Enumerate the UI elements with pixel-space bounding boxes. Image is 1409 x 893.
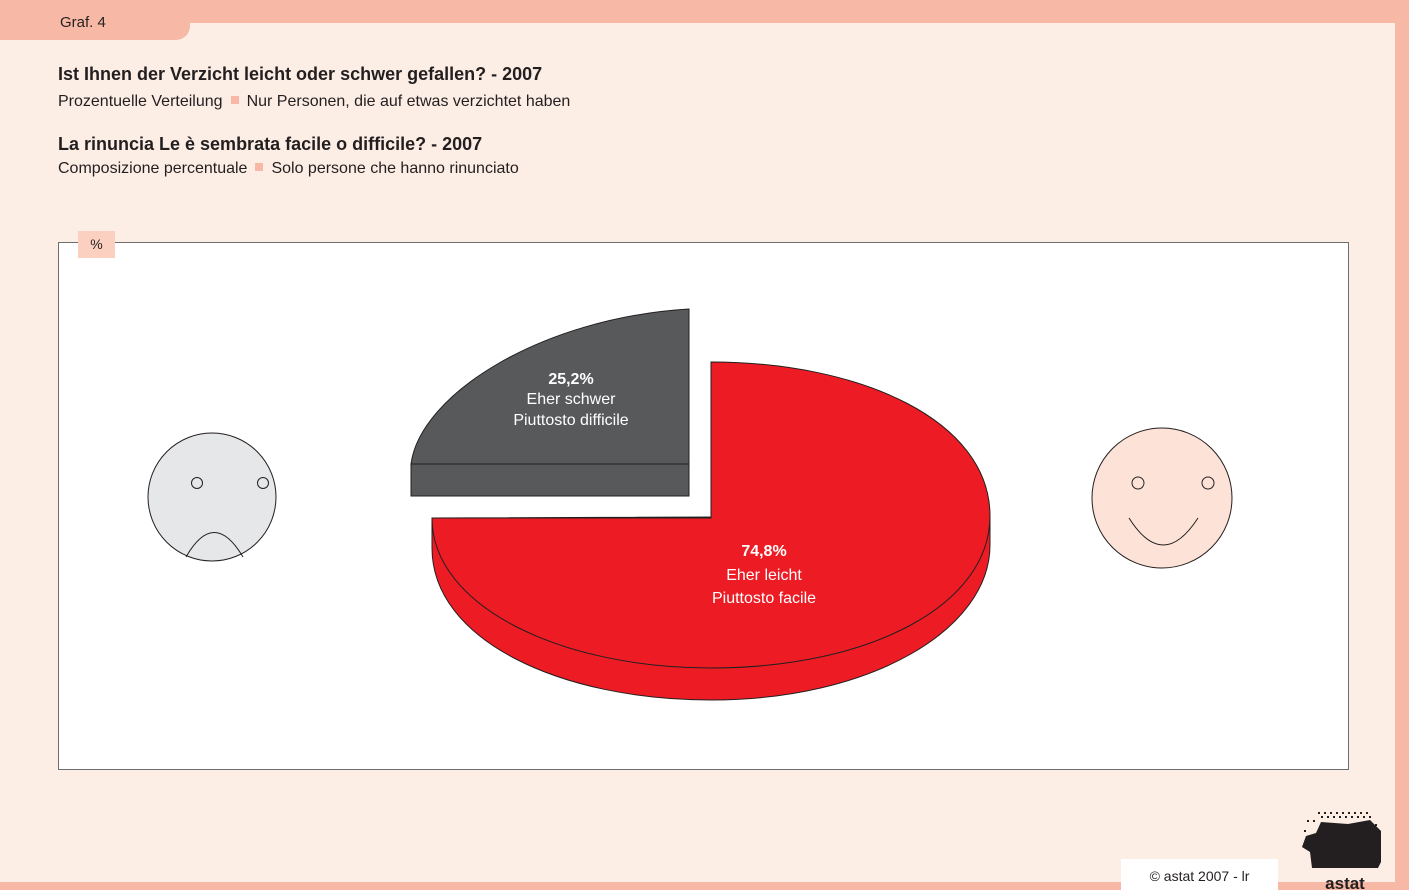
happy-face-icon [1092, 428, 1232, 568]
slice-value-label-easy: 74,8% [741, 543, 786, 560]
slice-name-label-easy-it: Piuttosto facile [712, 590, 816, 607]
slice-name-label-difficult-it: Piuttosto difficile [513, 412, 628, 429]
slice-name-label-easy-de: Eher leicht [726, 567, 802, 584]
slice-name-label-difficult-de: Eher schwer [527, 391, 617, 408]
sad-face-icon [148, 433, 276, 561]
astat-logo: astat [1302, 812, 1381, 890]
slice-value-label-difficult: 25,2% [548, 371, 593, 388]
copyright-label: © astat 2007 - lr [1121, 859, 1278, 890]
logo-text: astat [1325, 874, 1365, 890]
